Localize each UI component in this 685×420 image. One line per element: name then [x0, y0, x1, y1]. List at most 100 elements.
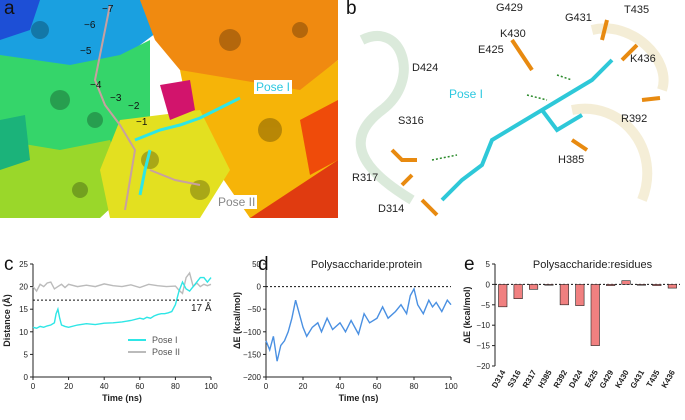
panel-label-a: a: [4, 0, 15, 19]
bar-k436: [667, 284, 677, 289]
residue-label-s316: S316: [398, 115, 424, 127]
chart-title: Polysaccharide:residues: [533, 259, 653, 271]
panel-label-b: b: [346, 0, 357, 19]
subsite-minus2: −2: [128, 101, 140, 112]
y-tick-label: 5: [24, 350, 29, 359]
y-tick-label: 0: [24, 373, 29, 382]
bar-h385: [544, 284, 554, 286]
panel-label-e: e: [464, 254, 475, 275]
bar-d424: [575, 284, 585, 306]
x-tick-label: 20: [64, 382, 73, 391]
category-label: G429: [598, 368, 616, 390]
energy-residues-chart: −20 −15 −10 −5 0 5 ΔE (kcal/mol) Polysaccharide…: [462, 259, 680, 390]
x-tick-label: 20: [299, 382, 308, 391]
panel-label-d: d: [258, 254, 269, 275]
x-tick-label: 0: [264, 382, 269, 391]
residue-label-h385: H385: [558, 154, 585, 166]
y-tick-label: 0: [257, 283, 262, 292]
x-tick-label: 60: [373, 382, 382, 391]
x-axis-label: Time (ns): [102, 393, 142, 403]
panel-b: b G429 G431 T435 K430 E425 D424 K436 S31…: [342, 0, 685, 218]
y-tick-label: −150: [243, 350, 262, 359]
pose1-label-b: Pose I: [449, 87, 484, 101]
x-tick-label: 40: [100, 382, 109, 391]
y-tick-label: −200: [243, 373, 262, 382]
x-tick-label: 40: [336, 382, 345, 391]
bar-e425: [590, 284, 600, 346]
y-tick-label: −50: [247, 305, 261, 314]
y-tick-label: 15: [19, 305, 28, 314]
bar-d314: [498, 284, 508, 308]
y-axis-label: ΔE (kcal/mol): [232, 292, 242, 349]
bar-g431: [636, 284, 646, 286]
pose1-label: Pose I: [254, 80, 293, 94]
panel-a: a −7 −6 −5 −4 −3 −2 −1 Pose I Pose II: [0, 0, 338, 218]
legend-label: Pose I: [152, 335, 178, 345]
protein-surface-image: [0, 0, 338, 218]
pose2-label: Pose II: [216, 195, 258, 209]
residue-label-k436: K436: [630, 53, 656, 65]
y-tick-label: 50: [252, 260, 261, 269]
residue-label-k430: K430: [500, 28, 526, 40]
residue-label-r392: R392: [621, 113, 648, 125]
y-tick-label: −20: [476, 362, 490, 371]
series-line-pose-i: [32, 276, 212, 329]
y-tick-label: −15: [476, 342, 490, 351]
x-tick-label: 80: [410, 382, 419, 391]
subsite-minus3: −3: [110, 93, 122, 104]
category-label: D314: [490, 368, 508, 390]
residue-label-d314: D314: [378, 203, 405, 215]
bar-r317: [529, 284, 539, 290]
x-tick-label: 100: [444, 382, 458, 391]
panel-e: e −20 −15 −10 −5 0 5 ΔE (kcal/mol) Polysacchari…: [460, 252, 685, 415]
distance-chart: 0 5 10 15 20 25 0 20 40 60 80 100 Time (ns) Distance …: [2, 260, 218, 403]
bar-s316: [513, 284, 523, 300]
subsite-minus7: −7: [102, 4, 114, 15]
subsite-minus6: −6: [84, 20, 96, 31]
x-tick-label: 60: [135, 382, 144, 391]
residue-label-g429: G429: [496, 2, 523, 14]
y-tick-label: −5: [481, 301, 491, 310]
panel-d: d −200 −150 −100 −50 0 50 0 20 40 60 80 100 Time (ns…: [228, 252, 460, 415]
residue-label-d424: D424: [412, 62, 439, 74]
bar-t435: [652, 284, 662, 286]
y-tick-label: 20: [19, 283, 28, 292]
energy-protein-chart: −200 −150 −100 −50 0 50 0 20 40 60 80 100 Time (ns) Δ…: [232, 259, 458, 403]
bar-k430: [621, 280, 631, 285]
category-label: K436: [660, 368, 678, 390]
legend-label: Pose II: [152, 347, 180, 357]
panel-label-c: c: [4, 254, 14, 275]
y-tick-label: 10: [19, 328, 28, 337]
y-tick-label: −10: [476, 321, 490, 330]
y-tick-label: 25: [19, 260, 28, 269]
residue-label-t435: T435: [624, 4, 650, 16]
series-line-pose-ii: [32, 271, 212, 295]
subsite-minus4: −4: [90, 80, 102, 91]
x-tick-label: 80: [171, 382, 180, 391]
threshold-label: 17 Å: [191, 301, 212, 314]
y-tick-label: −100: [243, 328, 262, 337]
residue-label-r317: R317: [352, 172, 379, 184]
residue-label-e425: E425: [478, 44, 504, 56]
category-label: R392: [552, 368, 570, 390]
panel-c: c 0 5 10 15 20 25 0 20 40 60 80 100 Time (ns) Distanc…: [0, 252, 228, 415]
category-label: G431: [629, 368, 647, 390]
bar-r392: [559, 284, 569, 306]
category-label: S316: [506, 368, 523, 389]
subsite-minus1: −1: [136, 117, 148, 128]
binding-site-image: [342, 0, 685, 218]
category-label: H385: [536, 368, 554, 390]
x-tick-label: 0: [31, 382, 36, 391]
x-tick-label: 100: [204, 382, 218, 391]
x-axis-label: Time (ns): [339, 393, 379, 403]
energy-series-line: [265, 286, 452, 362]
y-axis-label: Distance (Å): [2, 294, 12, 347]
y-tick-label: 5: [486, 260, 491, 269]
category-label: D424: [567, 368, 585, 390]
y-tick-label: 0: [486, 280, 491, 289]
chart-title: Polysaccharide:protein: [311, 259, 422, 271]
category-label: R317: [521, 368, 539, 390]
bar-g429: [606, 284, 616, 286]
y-axis-label: ΔE (kcal/mol): [462, 287, 472, 344]
subsite-minus5: −5: [80, 46, 92, 57]
